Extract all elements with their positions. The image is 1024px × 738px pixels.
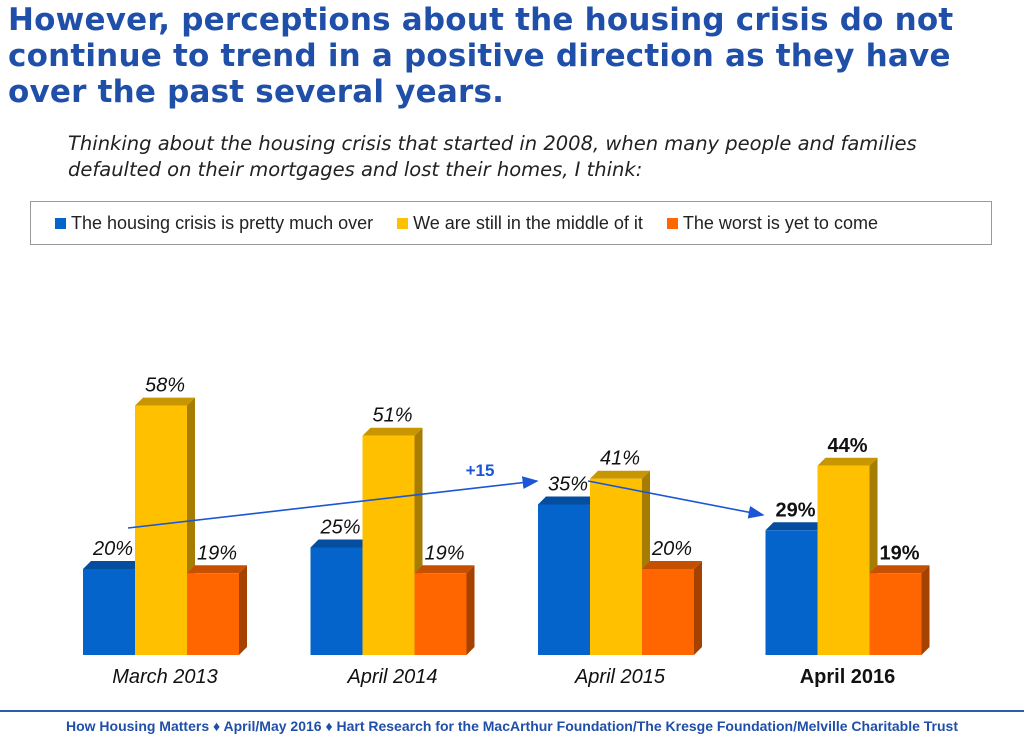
change-annotation: +15: [466, 461, 495, 480]
bar: [765, 530, 818, 655]
category-label: April 2016: [800, 666, 896, 688]
bar: [362, 435, 415, 655]
bar-top: [83, 561, 143, 569]
legend-item: The worst is yet to come: [666, 212, 878, 234]
trend-arrow: [587, 480, 765, 519]
bar: [83, 569, 135, 655]
category-label: April 2015: [574, 666, 666, 688]
legend-label: The worst is yet to come: [682, 212, 878, 233]
bar-side: [694, 561, 702, 655]
bar-top: [135, 397, 195, 406]
data-label: 19%: [424, 542, 464, 564]
data-label: 29%: [775, 499, 815, 521]
bar: [135, 405, 187, 655]
bar: [414, 573, 467, 655]
category-label: April 2014: [346, 666, 437, 688]
bar-chart: 20% 58% 19% March 2013 25% 51% 19% April 2014 35…: [83, 375, 930, 688]
bar: [642, 569, 694, 655]
question-text: Thinking about the housing crisis that s…: [68, 132, 917, 181]
data-label: 44%: [827, 435, 867, 457]
bar-top: [590, 470, 650, 479]
footer-divider: [0, 710, 1024, 712]
bar-top: [817, 457, 878, 466]
legend-label: The housing crisis is pretty much over: [71, 212, 374, 233]
bar-side: [921, 565, 930, 655]
legend-swatch: [55, 217, 66, 229]
bar-side: [466, 565, 475, 655]
data-label: 25%: [319, 517, 360, 539]
bar: [310, 547, 363, 655]
legend-item: The housing crisis is pretty much over: [55, 213, 373, 234]
bar-top: [187, 565, 247, 574]
bar-top: [310, 539, 371, 548]
bar: [187, 573, 239, 655]
footer-text: How Housing Matters ♦ April/May 2016 ♦ H…: [65, 718, 959, 734]
bar: [869, 573, 922, 655]
data-label: 58%: [145, 375, 185, 397]
bar-top: [765, 522, 826, 531]
bar-top: [414, 565, 475, 574]
bar: [817, 465, 870, 655]
data-label: 20%: [651, 538, 692, 560]
slide-title: However, perceptions about the housing c…: [8, 2, 954, 110]
legend-label: We are still in the middle of it: [413, 212, 643, 233]
data-label: 35%: [548, 474, 588, 496]
legend-item: We are still in the middle of it: [397, 213, 643, 234]
bar: [590, 478, 642, 655]
bar-top: [538, 496, 598, 505]
category-label: March 2013: [112, 666, 218, 688]
legend-swatch: [666, 217, 678, 229]
bar: [538, 504, 590, 655]
data-label: 51%: [372, 405, 412, 427]
trend-arrow: [127, 476, 539, 529]
legend-swatch: [397, 217, 409, 229]
data-label: 19%: [879, 542, 919, 564]
bar-side: [239, 565, 247, 655]
bar-top: [869, 565, 930, 574]
legend: The housing crisis is pretty much over We…: [30, 201, 992, 245]
bar-top: [362, 427, 423, 436]
data-label: 19%: [197, 542, 237, 564]
bar-top: [642, 561, 702, 569]
data-label: 20%: [92, 538, 133, 560]
data-label: 41%: [600, 448, 640, 470]
